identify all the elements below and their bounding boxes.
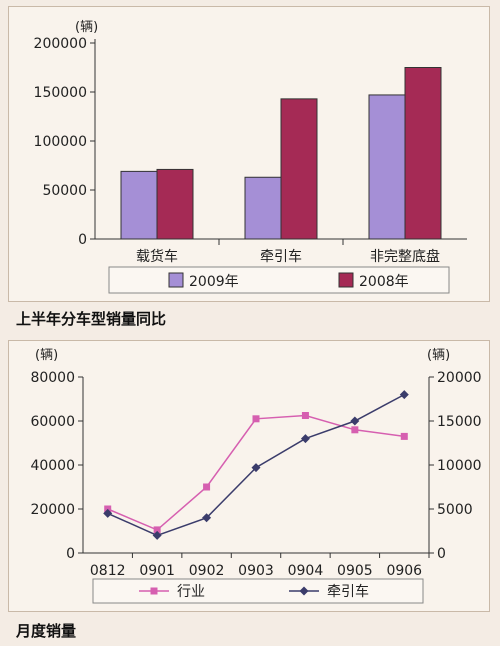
line-point-tractor-6 [399,390,409,400]
line-legend-marker-1 [299,586,309,596]
line-point-tractor-4 [300,434,310,444]
line-legend-label-1: 牵引车 [327,583,369,600]
line-point-industry-5 [351,426,359,434]
bar-2009-2 [368,94,406,240]
bar-y-unit-label: (辆) [75,20,98,35]
line-legend-marker-0 [150,587,158,595]
line-x-tick-label: 0901 [139,563,175,579]
bar-2009-1 [244,176,282,240]
bar-legend-label-0: 2009年 [189,274,239,290]
line-x-tick-label: 0812 [90,563,126,579]
line-right-unit-label: (辆) [427,348,450,363]
line-left-tick-label: 40000 [30,458,75,474]
line-left-tick-label: 0 [66,546,75,562]
line-right-tick-label: 20000 [437,370,482,386]
line-series-0 [107,414,405,531]
bar-y-tick-label: 100000 [34,134,87,150]
line-point-tractor-3 [251,463,261,473]
line-left-tick-label: 60000 [30,414,75,430]
bar-y-tick-label: 150000 [34,85,87,101]
bar-y-tick-label: 0 [78,232,87,248]
bar-x-tick-label: 牵引车 [260,248,302,265]
line-point-tractor-0 [103,508,113,518]
line-right-tick-label: 5000 [437,502,473,518]
line-x-tick-label: 0905 [337,563,373,579]
line-point-industry-2 [203,483,211,491]
line-point-tractor-1 [152,530,162,540]
bar-chart: (辆) 0 50000 100000 150000 200000 载货车 牵引车 非完整底盘 2… [34,20,467,294]
line-left-unit-label: (辆) [35,348,58,363]
line-left-tick-label: 20000 [30,502,75,518]
line-point-tractor-5 [350,416,360,426]
bar-2008-0 [156,168,194,240]
bar-y-tick-label: 50000 [42,183,87,199]
line-right-tick-label: 10000 [437,458,482,474]
line-right-tick-label: 0 [437,546,446,562]
bar-legend-box [108,266,450,294]
bar-2008-1 [280,98,318,240]
bar-x-tick-label: 载货车 [136,248,178,265]
bar-y-tick-label: 200000 [34,36,87,52]
line-x-tick-label: 0904 [288,563,324,579]
line-right-tick-label: 15000 [437,414,482,430]
bar-chart-caption: 上半年分车型销量同比 [16,310,167,328]
line-point-industry-4 [301,412,309,419]
line-point-tractor-2 [202,513,212,523]
line-x-tick-label: 0903 [238,563,274,579]
line-point-industry-1 [153,526,161,534]
line-left-tick-label: 80000 [30,370,75,386]
bar-legend-label-1: 2008年 [359,274,409,290]
line-x-tick-label: 0906 [386,563,422,579]
line-chart-caption: 月度销量 [16,622,77,640]
bar-legend-swatch-0 [168,272,184,288]
bar-2008-2 [404,67,442,240]
line-legend-label-0: 行业 [177,584,205,600]
line-point-industry-3 [252,415,260,423]
line-chart: (辆) (辆) 0 20000 40000 60000 80000 0 5000 10000 1… [30,348,482,604]
bar-chart-panel: (辆) 0 50000 100000 150000 200000 载货车 牵引车 非完整底盘 2… [8,6,490,302]
line-chart-panel: (辆) (辆) 0 20000 40000 60000 80000 0 5000 10000 1… [8,340,490,612]
line-point-industry-6 [400,432,408,440]
line-x-tick-label: 0902 [189,563,225,579]
bar-2009-0 [120,170,158,240]
bar-legend-swatch-1 [338,272,354,288]
bar-x-tick-label: 非完整底盘 [370,248,440,265]
